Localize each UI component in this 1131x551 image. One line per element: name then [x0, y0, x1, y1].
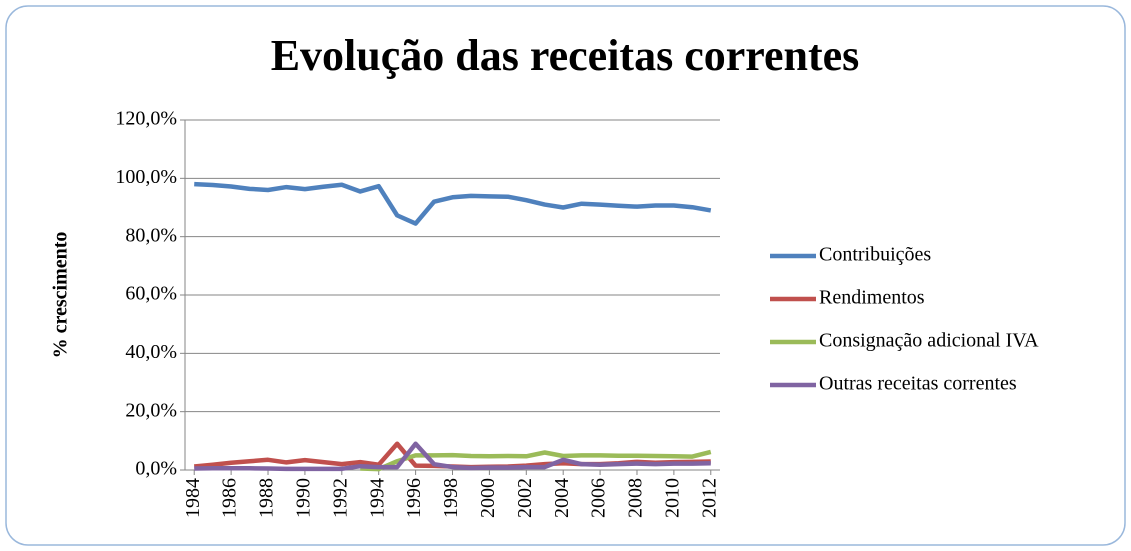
x-tick-label: 2004: [551, 478, 573, 518]
x-tick-label: 1990: [293, 478, 315, 518]
x-tick-label: 2012: [698, 478, 720, 518]
series-line: [194, 441, 711, 472]
x-tick-label: 1996: [403, 478, 425, 518]
legend-label: Consignação adicional IVA: [819, 330, 1039, 352]
x-tick-label: 1998: [440, 478, 462, 518]
x-tick-label: 1986: [219, 478, 241, 518]
legend-label: Contribuições: [819, 244, 931, 266]
x-tick-label: 1984: [182, 478, 204, 518]
series-line: [194, 181, 712, 226]
y-tick-label: 120,0%: [115, 108, 177, 130]
series-line: [360, 449, 712, 472]
y-tick-label: 100,0%: [115, 166, 177, 188]
x-tick-label: 2000: [477, 478, 499, 518]
x-tick-label: 2006: [588, 478, 610, 518]
y-tick-label: 40,0%: [125, 341, 177, 363]
chart-title: Evolução das receitas correntes: [271, 31, 860, 80]
x-tick-label: 1988: [256, 478, 278, 518]
y-axis-label: % crescimento: [50, 232, 72, 359]
legend-label: Outras receitas correntes: [819, 373, 1017, 395]
y-tick-label: 0,0%: [135, 458, 177, 480]
x-tick-label: 2002: [514, 478, 536, 518]
y-tick-label: 60,0%: [125, 283, 177, 305]
chart-border: [5, 5, 1126, 546]
x-tick-label: 2010: [661, 478, 683, 518]
x-tick-label: 1994: [366, 478, 388, 518]
legend-label: Rendimentos: [819, 287, 925, 309]
x-tick-label: 2008: [625, 478, 647, 518]
x-tick-label: 1992: [329, 478, 351, 518]
y-tick-label: 20,0%: [125, 399, 177, 421]
y-tick-label: 80,0%: [125, 224, 177, 246]
